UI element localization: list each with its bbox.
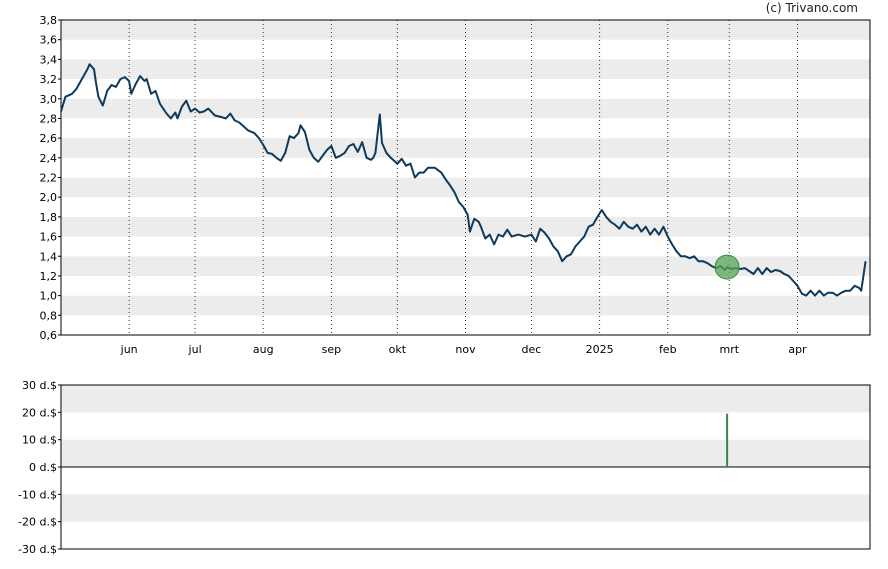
bar-y-tick-label: 10 d.$	[22, 434, 57, 447]
bar-y-tick-label: 0 d.$	[29, 461, 57, 474]
event-marker	[714, 254, 740, 280]
y-tick-label: 1,0	[40, 290, 58, 303]
bar-band	[61, 439, 870, 467]
bar-band	[61, 412, 870, 440]
y-tick-label: 2,6	[40, 132, 58, 145]
y-tick-label: 3,4	[40, 53, 58, 66]
price-plot-frame	[60, 19, 871, 336]
bar-band	[61, 521, 870, 549]
y-tick-label: 3,6	[40, 34, 58, 47]
y-tick-label: 1,4	[40, 250, 58, 263]
y-tick-label: 2,2	[40, 172, 58, 185]
bar-plot-frame	[60, 384, 871, 550]
y-tick-label: 1,6	[40, 231, 58, 244]
x-tick-label: jul	[188, 343, 202, 356]
price-band	[61, 216, 870, 237]
bar-band	[61, 467, 870, 495]
x-tick-label: aug	[253, 343, 274, 356]
y-tick-label: 0,8	[40, 309, 58, 322]
y-tick-label: 3,8	[40, 14, 58, 27]
bar-y-tick-label: 20 d.$	[22, 406, 57, 419]
y-tick-label: 1,2	[40, 270, 58, 283]
bar-band	[61, 494, 870, 522]
price-band	[61, 256, 870, 276]
bar-y-tick-label: -30 d.$	[18, 543, 57, 556]
x-tick-label: okt	[389, 343, 407, 356]
x-tick-label: mrt	[720, 343, 740, 356]
credit-label: (c) Trivano.com	[765, 1, 858, 15]
x-tick-label: feb	[659, 343, 677, 356]
x-tick-label: sep	[322, 343, 341, 356]
x-tick-label: nov	[455, 343, 476, 356]
bar-y-tick-label: 30 d.$	[22, 379, 57, 392]
y-tick-label: 0,6	[40, 329, 58, 342]
y-tick-label: 1,8	[40, 211, 58, 224]
x-tick-label: dec	[522, 343, 542, 356]
bar-y-tick-label: -10 d.$	[18, 488, 57, 501]
y-tick-label: 2,4	[40, 152, 58, 165]
bar-band	[61, 385, 870, 413]
x-tick-label: jun	[120, 343, 138, 356]
y-tick-label: 2,8	[40, 112, 58, 125]
y-tick-label: 3,0	[40, 93, 58, 106]
x-tick-label: 2025	[586, 343, 614, 356]
price-band	[61, 197, 870, 217]
bar-y-tick-label: -20 d.$	[18, 516, 57, 529]
y-tick-label: 2,0	[40, 191, 58, 204]
price-band	[61, 138, 870, 158]
x-tick-label: apr	[788, 343, 807, 356]
y-tick-label: 3,2	[40, 73, 58, 86]
price-band	[61, 236, 870, 257]
